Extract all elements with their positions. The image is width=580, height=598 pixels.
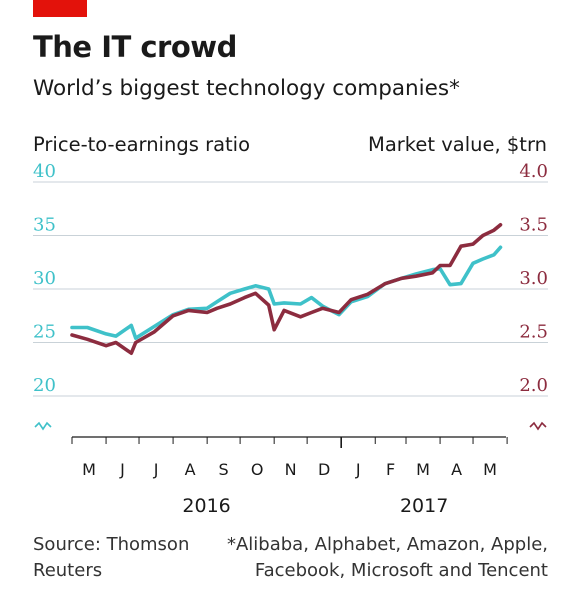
x-tick-label: D bbox=[318, 460, 330, 479]
x-tick-label: M bbox=[483, 460, 497, 479]
right-tick-label: 4.0 bbox=[519, 161, 548, 182]
right-tick-label: 2.0 bbox=[519, 375, 548, 396]
year-label: 2017 bbox=[400, 495, 448, 517]
x-tick-label: N bbox=[285, 460, 297, 479]
x-tick-label: J bbox=[119, 460, 125, 479]
right-tick-label: 2.5 bbox=[519, 322, 548, 343]
right-tick-label: 3.0 bbox=[519, 268, 548, 289]
left-tick-label: 20 bbox=[33, 375, 56, 396]
series-line-pe-ratio bbox=[70, 245, 503, 341]
left-tick-label: 25 bbox=[33, 322, 56, 343]
left-axis-label: Price-to-earnings ratio bbox=[33, 133, 251, 156]
axis-break-left bbox=[34, 421, 52, 431]
footnote: *Alibaba, Alphabet, Amazon, Apple, Faceb… bbox=[226, 534, 548, 581]
series-line-market-value bbox=[70, 223, 503, 356]
source-note: Source: Thomson Reuters bbox=[33, 534, 190, 581]
x-tick-label: A bbox=[185, 460, 196, 479]
x-tick-label: A bbox=[451, 460, 462, 479]
chart-subtitle: World’s biggest technology companies* bbox=[33, 76, 460, 101]
right-tick-label: 3.5 bbox=[519, 215, 548, 236]
left-tick-label: 30 bbox=[33, 268, 56, 289]
x-tick-label: O bbox=[251, 460, 264, 479]
x-tick-label: S bbox=[219, 460, 229, 479]
brand-tag bbox=[33, 0, 87, 17]
axis-break-right bbox=[529, 421, 547, 431]
x-tick-label: F bbox=[386, 460, 395, 479]
left-tick-label: 40 bbox=[33, 161, 56, 182]
x-tick-label: J bbox=[153, 460, 159, 479]
chart-title: The IT crowd bbox=[33, 30, 237, 64]
x-tick-label: M bbox=[416, 460, 430, 479]
x-tick-label: J bbox=[355, 460, 361, 479]
right-axis-label: Market value, $trn bbox=[368, 133, 547, 156]
year-label: 2016 bbox=[182, 495, 230, 517]
left-tick-label: 35 bbox=[33, 215, 56, 236]
chart-area: 20 2.0 25 2.5 30 3.0 35 3.5 40 4.0 M J J A S O N D J F M A M 20… bbox=[33, 161, 548, 517]
x-tick-label: M bbox=[82, 460, 96, 479]
